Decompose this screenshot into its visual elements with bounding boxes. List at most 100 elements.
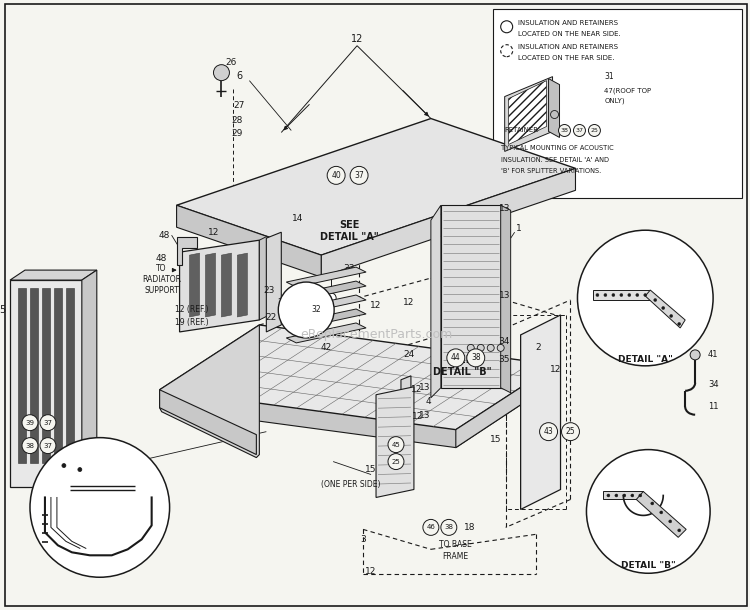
Circle shape	[447, 349, 465, 367]
Polygon shape	[376, 387, 414, 498]
Text: 35: 35	[498, 356, 509, 364]
Text: 15: 15	[365, 465, 376, 474]
Text: 6: 6	[236, 71, 242, 81]
Text: 5: 5	[0, 305, 5, 315]
Text: 12: 12	[365, 567, 376, 576]
Polygon shape	[10, 280, 82, 487]
Text: 44: 44	[451, 353, 460, 362]
Circle shape	[22, 437, 38, 454]
Circle shape	[559, 124, 571, 137]
Text: 42: 42	[320, 343, 332, 353]
Text: 37: 37	[44, 443, 52, 448]
Text: 4: 4	[425, 397, 431, 406]
Text: 12: 12	[351, 34, 363, 44]
Circle shape	[62, 464, 66, 467]
Polygon shape	[509, 81, 547, 145]
Text: 31: 31	[632, 306, 642, 315]
Text: 11: 11	[708, 402, 718, 411]
Circle shape	[678, 529, 681, 532]
Text: 38: 38	[26, 443, 34, 448]
Text: INSULATION AND RETAINERS: INSULATION AND RETAINERS	[518, 44, 618, 49]
Text: 40: 40	[332, 171, 341, 180]
Circle shape	[388, 437, 404, 453]
Text: INSULATION. SEE DETAIL 'A' AND: INSULATION. SEE DETAIL 'A' AND	[501, 157, 609, 163]
Polygon shape	[221, 253, 232, 317]
Polygon shape	[548, 79, 560, 137]
Circle shape	[644, 293, 646, 296]
Text: 15: 15	[490, 435, 502, 444]
Circle shape	[441, 519, 457, 536]
Text: 43: 43	[544, 427, 554, 436]
Circle shape	[78, 467, 82, 472]
Polygon shape	[645, 290, 686, 328]
Circle shape	[615, 494, 618, 497]
Text: 13: 13	[419, 383, 431, 392]
Text: TYPICAL MOUNTING OF ACOUSTIC: TYPICAL MOUNTING OF ACOUSTIC	[501, 145, 614, 151]
Text: 37: 37	[354, 171, 364, 180]
Polygon shape	[176, 118, 575, 255]
Polygon shape	[206, 253, 215, 317]
Text: ONLY): ONLY)	[604, 98, 625, 104]
Text: SEE: SEE	[339, 220, 359, 230]
Text: 32: 32	[311, 306, 321, 315]
Text: 48: 48	[159, 231, 170, 240]
Text: 22: 22	[266, 314, 277, 323]
Circle shape	[22, 415, 38, 431]
Circle shape	[612, 293, 615, 296]
Polygon shape	[18, 288, 26, 462]
Text: 17: 17	[97, 461, 106, 470]
Polygon shape	[321, 168, 575, 277]
Circle shape	[40, 437, 56, 454]
Polygon shape	[286, 295, 366, 315]
Text: 33: 33	[344, 264, 355, 273]
Text: 38: 38	[444, 525, 453, 530]
Circle shape	[466, 349, 484, 367]
Circle shape	[488, 345, 494, 351]
Polygon shape	[260, 236, 267, 320]
Text: 25: 25	[590, 128, 598, 133]
Text: 3: 3	[360, 535, 366, 544]
Text: SEE: SEE	[452, 355, 473, 365]
Text: 13: 13	[499, 290, 511, 300]
Circle shape	[350, 167, 368, 184]
Text: 12: 12	[413, 412, 424, 421]
Polygon shape	[238, 253, 248, 317]
Circle shape	[306, 300, 326, 320]
Circle shape	[596, 293, 599, 296]
Circle shape	[539, 423, 557, 440]
Polygon shape	[176, 206, 321, 277]
Text: 27: 27	[133, 521, 142, 530]
Polygon shape	[179, 240, 260, 332]
Polygon shape	[456, 365, 556, 448]
Text: 28: 28	[232, 116, 243, 125]
Polygon shape	[54, 288, 62, 462]
Circle shape	[586, 450, 710, 573]
Text: 37: 37	[575, 128, 584, 133]
Polygon shape	[431, 206, 441, 398]
Polygon shape	[10, 270, 97, 280]
Polygon shape	[30, 288, 38, 462]
Polygon shape	[176, 237, 197, 265]
Text: 25: 25	[392, 459, 400, 465]
Text: 34: 34	[498, 337, 509, 346]
Circle shape	[631, 494, 634, 497]
Text: 26: 26	[226, 58, 237, 67]
Text: 27: 27	[234, 101, 245, 110]
Text: LOCATED ON THE FAR SIDE.: LOCATED ON THE FAR SIDE.	[518, 55, 614, 60]
Circle shape	[690, 350, 700, 360]
Circle shape	[562, 423, 580, 440]
Circle shape	[497, 345, 504, 351]
Text: 48: 48	[155, 254, 166, 263]
Text: 13: 13	[419, 411, 431, 420]
Circle shape	[278, 282, 334, 338]
Text: 12: 12	[208, 228, 219, 237]
Text: 24: 24	[404, 350, 415, 359]
Polygon shape	[160, 390, 256, 454]
Text: INSULATION AND RETAINERS: INSULATION AND RETAINERS	[518, 20, 618, 26]
Text: 12: 12	[370, 301, 382, 309]
Text: 38: 38	[560, 128, 568, 133]
Text: 16: 16	[63, 455, 73, 464]
Text: 12: 12	[550, 365, 561, 375]
Text: 12 (REF.): 12 (REF.)	[175, 306, 208, 315]
Text: LOCATED ON THE NEAR SIDE.: LOCATED ON THE NEAR SIDE.	[518, 30, 620, 37]
